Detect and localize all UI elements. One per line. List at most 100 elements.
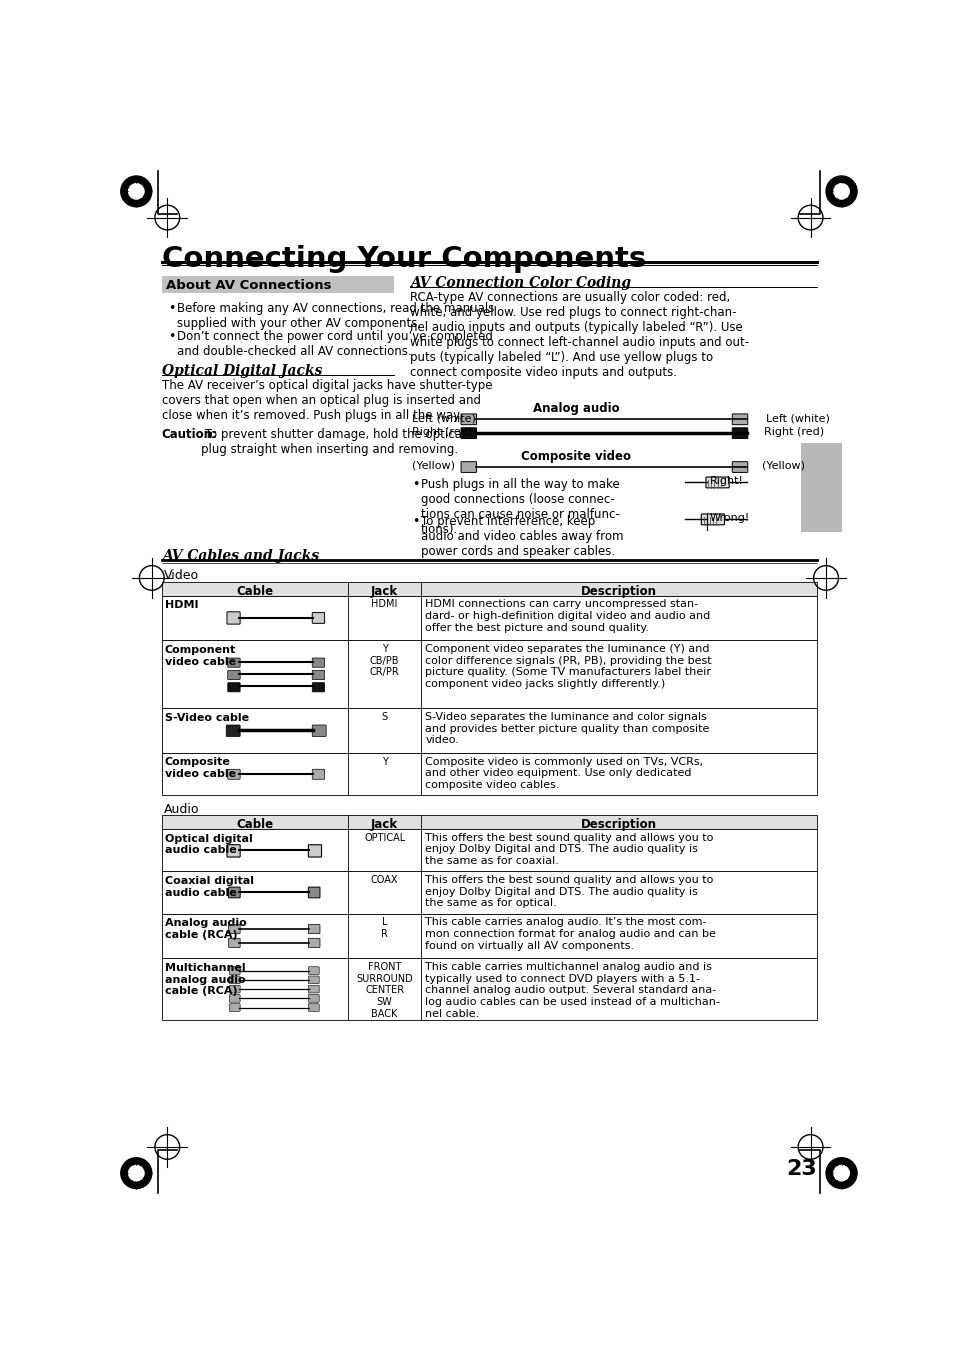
Text: Cable: Cable xyxy=(236,819,274,831)
Circle shape xyxy=(121,176,152,207)
FancyBboxPatch shape xyxy=(312,769,324,780)
Text: Right (red): Right (red) xyxy=(763,427,823,436)
FancyBboxPatch shape xyxy=(228,682,240,692)
Text: Jack: Jack xyxy=(371,585,397,598)
Circle shape xyxy=(121,1158,152,1189)
Text: S-Video separates the luminance and color signals
and provides better picture qu: S-Video separates the luminance and colo… xyxy=(425,712,709,746)
Text: To prevent interference, keep
audio and video cables away from
power cords and s: To prevent interference, keep audio and … xyxy=(420,515,622,558)
Text: Jack: Jack xyxy=(371,819,397,831)
Bar xyxy=(162,640,816,708)
Text: HDMI: HDMI xyxy=(165,600,198,611)
Text: Analog audio
cable (RCA): Analog audio cable (RCA) xyxy=(165,919,247,940)
Text: Coaxial digital
audio cable: Coaxial digital audio cable xyxy=(165,875,253,897)
Bar xyxy=(162,753,816,794)
FancyBboxPatch shape xyxy=(460,413,476,424)
FancyBboxPatch shape xyxy=(227,612,240,624)
Text: Y: Y xyxy=(381,757,387,766)
FancyBboxPatch shape xyxy=(308,985,319,993)
Circle shape xyxy=(825,176,856,207)
FancyBboxPatch shape xyxy=(229,888,240,898)
FancyBboxPatch shape xyxy=(229,994,240,1002)
Bar xyxy=(162,708,816,753)
Text: L
R: L R xyxy=(381,917,388,939)
Text: (Yellow): (Yellow) xyxy=(761,461,804,471)
Text: Before making any AV connections, read the manuals
supplied with your other AV c: Before making any AV connections, read t… xyxy=(176,303,494,330)
FancyBboxPatch shape xyxy=(229,939,240,947)
Circle shape xyxy=(825,1158,856,1189)
FancyBboxPatch shape xyxy=(226,725,240,736)
Bar xyxy=(162,871,816,913)
Text: This cable carries analog audio. It’s the most com-
mon connection format for an: This cable carries analog audio. It’s th… xyxy=(425,917,716,951)
Text: (Yellow): (Yellow) xyxy=(412,461,455,471)
FancyBboxPatch shape xyxy=(229,967,240,974)
Text: Composite
video cable: Composite video cable xyxy=(165,758,235,780)
Bar xyxy=(162,958,816,1020)
Text: HDMI: HDMI xyxy=(371,600,397,609)
Text: Composite video is commonly used on TVs, VCRs,
and other video equipment. Use on: Composite video is commonly used on TVs,… xyxy=(425,757,702,790)
Text: This cable carries multichannel analog audio and is
typically used to connect DV: This cable carries multichannel analog a… xyxy=(425,962,720,1019)
FancyBboxPatch shape xyxy=(460,462,476,473)
FancyBboxPatch shape xyxy=(227,844,240,857)
FancyBboxPatch shape xyxy=(229,975,240,984)
Text: Audio: Audio xyxy=(164,802,199,816)
Circle shape xyxy=(833,184,848,199)
FancyBboxPatch shape xyxy=(312,725,326,736)
FancyBboxPatch shape xyxy=(308,939,319,947)
FancyBboxPatch shape xyxy=(705,477,728,488)
Bar xyxy=(801,443,841,532)
Text: •: • xyxy=(168,330,175,343)
Text: Optical digital
audio cable: Optical digital audio cable xyxy=(165,834,253,855)
Text: Wrong!: Wrong! xyxy=(709,513,749,523)
FancyBboxPatch shape xyxy=(732,413,747,424)
Text: Right (red): Right (red) xyxy=(412,427,472,436)
Text: Component video separates the luminance (Y) and
color difference signals (PR, PB: Component video separates the luminance … xyxy=(425,644,711,689)
Text: •: • xyxy=(412,478,419,490)
FancyBboxPatch shape xyxy=(228,658,240,667)
Text: Composite video: Composite video xyxy=(521,450,631,463)
Text: Push plugs in all the way to make
good connections (loose connec-
tions can caus: Push plugs in all the way to make good c… xyxy=(420,478,618,536)
FancyBboxPatch shape xyxy=(229,1004,240,1012)
Text: The AV receiver’s optical digital jacks have shutter-type
covers that open when : The AV receiver’s optical digital jacks … xyxy=(162,380,492,423)
FancyBboxPatch shape xyxy=(312,612,324,623)
Bar xyxy=(162,276,394,293)
FancyBboxPatch shape xyxy=(312,670,324,680)
Text: Description: Description xyxy=(580,585,657,598)
Text: Analog audio: Analog audio xyxy=(533,403,619,415)
Text: FRONT
SURROUND
CENTER
SW
BACK: FRONT SURROUND CENTER SW BACK xyxy=(355,962,413,1019)
FancyBboxPatch shape xyxy=(732,462,747,473)
FancyBboxPatch shape xyxy=(700,513,723,524)
Text: Left (white): Left (white) xyxy=(412,413,476,423)
Text: Multichannel
analog audio
cable (RCA): Multichannel analog audio cable (RCA) xyxy=(165,963,245,996)
FancyBboxPatch shape xyxy=(308,844,321,857)
Text: This offers the best sound quality and allows you to
enjoy Dolby Digital and DTS: This offers the best sound quality and a… xyxy=(425,832,713,866)
Text: Cable: Cable xyxy=(236,585,274,598)
Text: Y
CB/PB
CR/PR: Y CB/PB CR/PR xyxy=(370,644,399,677)
FancyBboxPatch shape xyxy=(228,769,240,780)
FancyBboxPatch shape xyxy=(308,994,319,1002)
FancyBboxPatch shape xyxy=(229,985,240,993)
Text: S: S xyxy=(381,712,387,721)
Text: Connecting Your Components: Connecting Your Components xyxy=(162,246,645,273)
FancyBboxPatch shape xyxy=(460,428,476,439)
Bar xyxy=(162,830,816,871)
Text: Description: Description xyxy=(580,819,657,831)
FancyBboxPatch shape xyxy=(308,975,319,984)
FancyBboxPatch shape xyxy=(312,682,324,692)
FancyBboxPatch shape xyxy=(308,1004,319,1012)
Bar xyxy=(162,582,816,596)
Text: S-Video cable: S-Video cable xyxy=(165,713,249,723)
FancyBboxPatch shape xyxy=(228,670,240,680)
Text: RCA-type AV connections are usually color coded: red,
white, and yellow. Use red: RCA-type AV connections are usually colo… xyxy=(410,292,748,380)
Text: AV Connection Color Coding: AV Connection Color Coding xyxy=(410,276,630,290)
FancyBboxPatch shape xyxy=(308,924,319,934)
FancyBboxPatch shape xyxy=(308,888,319,898)
Text: COAX: COAX xyxy=(371,875,398,885)
Text: HDMI connections can carry uncompressed stan-
dard- or high-definition digital v: HDMI connections can carry uncompressed … xyxy=(425,600,710,632)
Text: About AV Connections: About AV Connections xyxy=(166,280,331,292)
FancyBboxPatch shape xyxy=(308,967,319,974)
Circle shape xyxy=(833,1166,848,1181)
Circle shape xyxy=(129,1166,144,1181)
Text: AV Cables and Jacks: AV Cables and Jacks xyxy=(162,550,318,563)
Bar xyxy=(162,913,816,958)
Text: Component
video cable: Component video cable xyxy=(165,644,236,666)
